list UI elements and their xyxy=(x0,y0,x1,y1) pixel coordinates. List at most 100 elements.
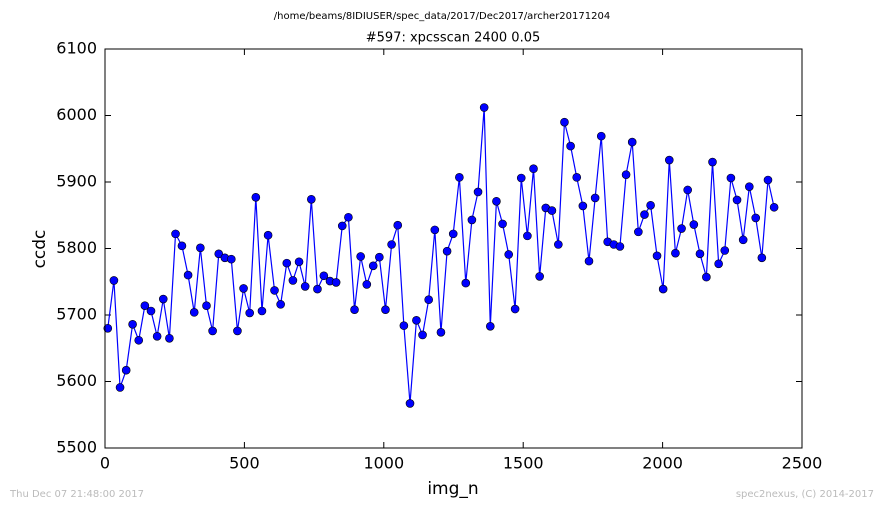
y-tick-label: 5900 xyxy=(56,172,97,191)
data-point xyxy=(152,331,162,341)
data-point xyxy=(146,306,156,316)
data-point xyxy=(331,278,341,287)
data-point xyxy=(214,249,224,259)
data-point xyxy=(732,195,742,205)
data-point xyxy=(196,243,205,253)
data-point xyxy=(300,282,310,291)
data-point xyxy=(702,272,711,282)
data-point xyxy=(356,252,365,261)
data-point xyxy=(282,258,292,268)
data-point xyxy=(658,284,668,294)
data-point xyxy=(492,196,501,206)
data-point xyxy=(708,157,717,167)
data-point xyxy=(245,308,254,318)
data-point xyxy=(442,246,452,256)
data-point xyxy=(270,286,279,295)
data-point xyxy=(516,173,526,183)
data-point xyxy=(140,301,150,310)
data-point xyxy=(467,215,477,225)
data-point xyxy=(504,250,514,259)
data-point xyxy=(418,330,427,340)
y-tick-label: 5500 xyxy=(56,438,97,457)
data-point xyxy=(547,206,557,215)
data-point xyxy=(294,257,304,267)
footer-right: spec2nexus, (C) 2014-2017 xyxy=(736,489,874,500)
data-point xyxy=(627,137,637,147)
data-point xyxy=(436,327,446,337)
data-point xyxy=(677,224,686,233)
data-point xyxy=(430,225,440,235)
data-point xyxy=(319,271,329,281)
data-point xyxy=(177,241,187,251)
data-point xyxy=(405,399,415,408)
data-point xyxy=(399,321,409,330)
y-axis-label: ccdc xyxy=(30,230,50,269)
data-point xyxy=(510,304,520,314)
data-point xyxy=(634,227,643,237)
x-tick-label: 1500 xyxy=(503,454,544,473)
data-point xyxy=(448,229,458,239)
data-point xyxy=(233,326,242,336)
data-point xyxy=(393,220,403,230)
data-point xyxy=(251,192,261,202)
y-tick-label: 6000 xyxy=(56,105,97,124)
header: /home/beams/8IDIUSER/spec_data/2017/Dec2… xyxy=(274,11,610,22)
data-point xyxy=(189,308,199,317)
data-point xyxy=(689,220,699,229)
data-point xyxy=(344,212,353,222)
data-point xyxy=(714,259,723,269)
data-point xyxy=(769,202,779,212)
data-point xyxy=(276,300,285,309)
data-point xyxy=(646,200,655,210)
x-tick-label: 2500 xyxy=(782,454,823,473)
data-point xyxy=(375,252,384,262)
data-point xyxy=(584,256,594,266)
data-point xyxy=(313,284,322,294)
y-tick-label: 5800 xyxy=(56,238,97,257)
x-tick-label: 1000 xyxy=(363,454,404,473)
data-point xyxy=(307,194,316,204)
y-tick-label: 6100 xyxy=(56,39,97,58)
data-point xyxy=(757,253,767,263)
data-point xyxy=(263,230,273,240)
data-point xyxy=(109,276,119,285)
data-point xyxy=(726,173,736,183)
data-point xyxy=(183,270,193,280)
data-point xyxy=(208,326,217,336)
data-point xyxy=(257,306,267,316)
data-point xyxy=(535,272,544,281)
data-point xyxy=(479,103,489,112)
data-point xyxy=(387,240,396,249)
data-point xyxy=(745,182,754,191)
data-point xyxy=(621,170,631,179)
data-point xyxy=(461,278,471,288)
data-point xyxy=(566,141,575,151)
data-point xyxy=(590,193,600,203)
data-point xyxy=(529,164,538,173)
data-point xyxy=(640,210,649,219)
data-point xyxy=(412,316,421,325)
data-point xyxy=(578,201,588,211)
data-point xyxy=(554,240,563,249)
data-point xyxy=(158,294,168,304)
data-point xyxy=(202,301,211,310)
data-point xyxy=(720,246,730,255)
chart-title: #597: xpcsscan 2400 0.05 xyxy=(366,31,541,46)
data-point xyxy=(424,295,433,305)
x-tick-label: 0 xyxy=(100,454,110,473)
data-point xyxy=(103,323,113,333)
data-point xyxy=(615,242,625,251)
footer-left: Thu Dec 07 21:48:00 2017 xyxy=(9,489,144,500)
data-point xyxy=(683,185,692,195)
data-point xyxy=(368,261,378,271)
data-point xyxy=(165,333,174,343)
data-point xyxy=(695,249,705,259)
data-point xyxy=(763,175,773,185)
data-point xyxy=(523,231,532,241)
plot-frame xyxy=(104,48,803,449)
data-point xyxy=(560,117,569,127)
data-point xyxy=(226,254,236,264)
data-point xyxy=(652,251,662,261)
data-point xyxy=(121,365,131,375)
data-point xyxy=(381,305,390,314)
